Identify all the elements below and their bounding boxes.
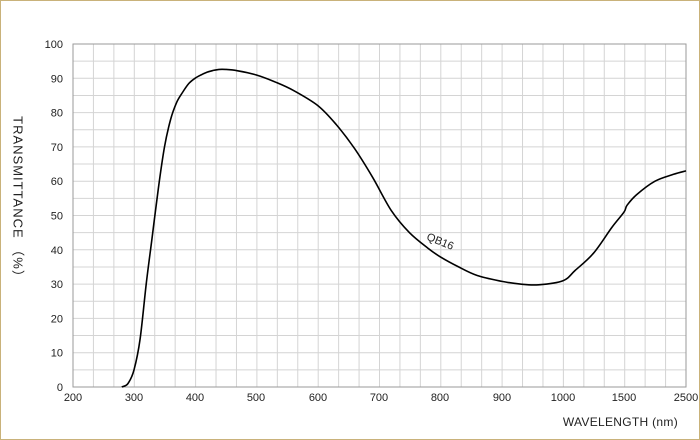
x-tick-label: 800 xyxy=(431,392,449,404)
x-tick-label: 1500 xyxy=(612,392,636,404)
x-tick-label: 1000 xyxy=(551,392,575,404)
y-tick-label: 40 xyxy=(51,245,63,257)
x-tick-label: 500 xyxy=(247,392,265,404)
x-tick-label: 700 xyxy=(370,392,388,404)
x-tick-label: 400 xyxy=(186,392,204,404)
y-tick-label: 10 xyxy=(51,348,63,360)
y-tick-label: 20 xyxy=(51,313,63,325)
x-tick-label: 900 xyxy=(493,392,511,404)
series-lines xyxy=(121,68,687,388)
grid-lines xyxy=(72,43,687,388)
x-axis-label: WAVELENGTH (nm) xyxy=(562,415,678,429)
y-axis-label: TRANSMITTANCE （%） xyxy=(10,116,26,284)
y-tick-label: 30 xyxy=(51,279,63,291)
y-tick-label: 100 xyxy=(45,39,63,51)
y-tick-labels: 0 10 20 30 40 50 60 70 80 90 100 xyxy=(45,39,63,394)
x-tick-label: 300 xyxy=(125,392,143,404)
y-tick-label: 50 xyxy=(51,211,63,223)
x-tick-label: 2500 xyxy=(674,392,698,404)
y-tick-label: 0 xyxy=(57,382,63,394)
plot-border xyxy=(72,43,687,388)
y-tick-label: 80 xyxy=(51,108,63,120)
x-tick-label: 200 xyxy=(64,392,82,404)
y-tick-label: 70 xyxy=(51,142,63,154)
x-tick-labels: 200 300 400 500 600 700 800 900 1000 1500 2500 xyxy=(64,392,698,404)
x-tick-label: 600 xyxy=(309,392,327,404)
y-tick-label: 60 xyxy=(51,176,63,188)
y-tick-label: 90 xyxy=(51,73,63,85)
series-line-qb16 xyxy=(121,68,687,388)
